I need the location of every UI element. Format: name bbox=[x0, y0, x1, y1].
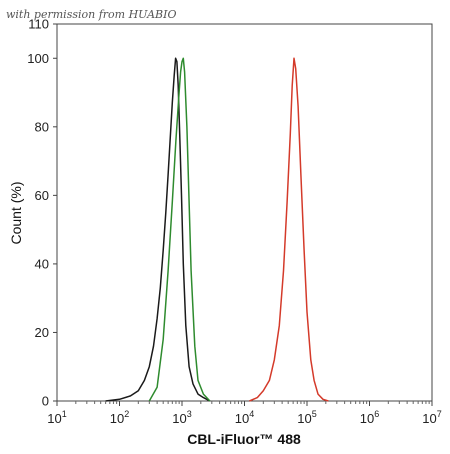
x-tick-label: 101 bbox=[47, 409, 66, 426]
watermark: with permission from HUABIO bbox=[6, 8, 177, 21]
y-ticks: 0 20 40 60 80 100 110 bbox=[27, 17, 57, 409]
series-line-2 bbox=[148, 57, 211, 402]
x-axis-title: CBL-iFluor™ 488 bbox=[187, 431, 301, 447]
y-tick-label: 60 bbox=[35, 188, 49, 203]
series-layer bbox=[105, 57, 329, 402]
y-tick-label: 80 bbox=[35, 119, 49, 134]
series-line-1 bbox=[105, 57, 211, 402]
plot-frame bbox=[56, 23, 433, 402]
y-tick-label: 40 bbox=[35, 256, 49, 271]
y-axis-title: Count (%) bbox=[8, 181, 24, 244]
x-ticks: 101 102 103 104 105 106 107 bbox=[47, 401, 442, 426]
y-tick-label: 100 bbox=[27, 51, 49, 66]
x-tick-label: 102 bbox=[110, 409, 129, 426]
plot-area: 0 20 40 60 80 100 110 101 102 103 104 105 106 107 bbox=[27, 17, 441, 427]
series-line-3 bbox=[249, 57, 329, 402]
x-tick-label: 103 bbox=[172, 409, 191, 426]
x-tick-label: 105 bbox=[297, 409, 316, 426]
y-tick-label: 20 bbox=[35, 325, 49, 340]
x-tick-label: 104 bbox=[235, 409, 254, 426]
x-tick-label: 106 bbox=[360, 409, 379, 426]
x-tick-label: 107 bbox=[422, 409, 441, 426]
y-tick-label: 0 bbox=[42, 394, 49, 409]
y-tick-label: 110 bbox=[28, 17, 49, 32]
